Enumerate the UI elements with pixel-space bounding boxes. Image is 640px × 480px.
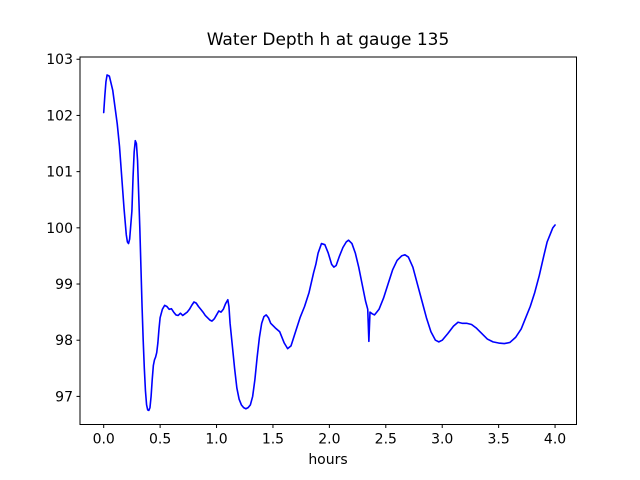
y-tick-label: 103 xyxy=(46,52,73,68)
x-tick-label: 2.0 xyxy=(318,432,340,448)
x-tick-label: 3.5 xyxy=(488,432,510,448)
y-tick-label: 97 xyxy=(55,389,73,405)
x-axis-ticks: 0.0 0.5 1.0 1.5 2.0 2.5 3.0 3.5 4.0 xyxy=(93,424,566,448)
x-tick-label: 1.0 xyxy=(205,432,227,448)
x-tick-label: 3.0 xyxy=(431,432,453,448)
x-axis-label: hours xyxy=(308,452,347,468)
series-line-water-depth-gauge-135 xyxy=(102,74,556,412)
series-group xyxy=(102,74,556,412)
x-tick-label: 2.5 xyxy=(375,432,397,448)
x-tick-label: 1.5 xyxy=(262,432,284,448)
y-tick-label: 98 xyxy=(55,333,73,349)
y-tick-label: 99 xyxy=(55,277,73,293)
y-tick-label: 102 xyxy=(46,108,73,124)
chart-title: Water Depth h at gauge 135 xyxy=(207,30,450,50)
x-tick-label: 0.0 xyxy=(93,432,115,448)
y-tick-label: 100 xyxy=(46,221,73,237)
y-axis-ticks: 97 98 99 100 101 102 103 xyxy=(46,52,80,405)
x-tick-label: 4.0 xyxy=(544,432,566,448)
plot-frame xyxy=(79,56,577,425)
x-tick-label: 0.5 xyxy=(149,432,171,448)
y-tick-label: 101 xyxy=(46,165,73,181)
